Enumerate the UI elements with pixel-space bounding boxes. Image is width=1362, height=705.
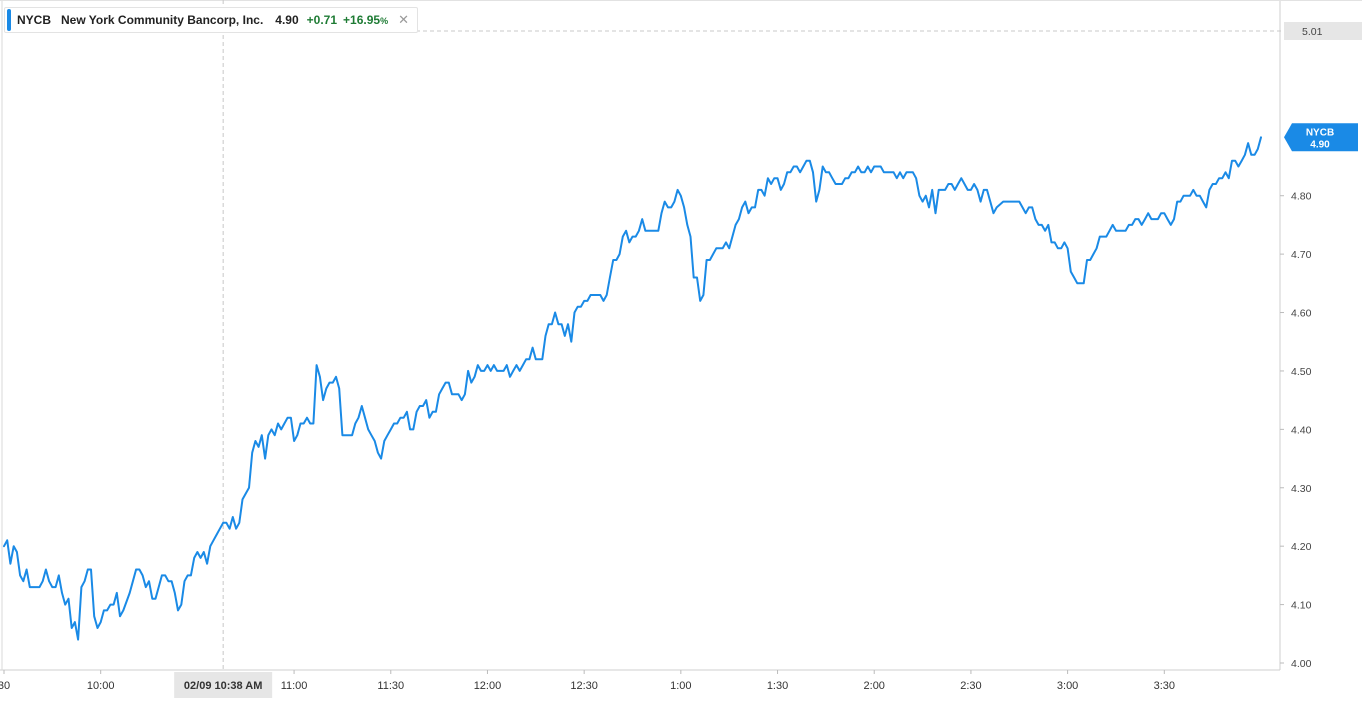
- last-price-marker-symbol: NYCB: [1306, 127, 1334, 138]
- x-tick-label: 11:00: [281, 680, 308, 692]
- symbol-legend[interactable]: NYCB New York Community Bancorp, Inc. 4.…: [4, 7, 418, 33]
- x-tick-label: 3:00: [1057, 680, 1078, 692]
- crosshair-time-bg: [174, 672, 273, 698]
- y-tick-label: 4.20: [1291, 541, 1312, 553]
- last-price-marker-bg: [1284, 123, 1358, 152]
- x-tick-label: 3:30: [1154, 680, 1175, 692]
- legend-change: +0.71: [306, 13, 338, 27]
- x-tick-label: 12:00: [474, 680, 502, 692]
- y-tick-label: 4.80: [1291, 191, 1312, 203]
- legend-change-percent: +16.95%: [343, 13, 388, 27]
- crosshair-time-label: 02/09 10:38 AM: [174, 672, 273, 698]
- x-tick-label: 2:30: [960, 680, 981, 692]
- legend-company-name: New York Community Bancorp, Inc.: [61, 13, 264, 27]
- crosshair-price-text: 5.01: [1302, 26, 1323, 38]
- x-tick-label: 12:30: [570, 680, 598, 692]
- y-tick-label: 4.60: [1291, 308, 1312, 320]
- series-layer: [3, 136, 1262, 641]
- last-price-marker-price: 4.90: [1310, 139, 1330, 150]
- x-tick-label: 10:00: [87, 680, 115, 692]
- crosshair: [222, 0, 1362, 670]
- x-tick-label: 1:30: [767, 680, 788, 692]
- legend-symbol: NYCB: [17, 13, 52, 27]
- series-color-swatch: [7, 9, 11, 31]
- last-price-marker: NYCB 4.90: [1284, 123, 1358, 152]
- x-tick-label: 11:30: [377, 680, 404, 692]
- y-tick-label: 4.50: [1291, 366, 1312, 378]
- x-tick-label: 30: [0, 680, 10, 692]
- crosshair-time-text: 02/09 10:38 AM: [184, 680, 262, 692]
- x-tick-label: 1:00: [670, 680, 691, 692]
- axes: [0, 0, 1362, 671]
- y-axis-ticks: 4.00 4.10 4.20 4.30 4.40 4.50 4.60 4.70 4.80: [1280, 191, 1312, 670]
- x-axis-ticks: 30 10:00 11:00 11:30 12:00 12:30 1:00 1:30 2:00 2…: [0, 670, 1175, 692]
- crosshair-price-bg: [1284, 22, 1362, 40]
- y-tick-label: 4.70: [1291, 249, 1312, 261]
- x-tick-label: 2:00: [864, 680, 885, 692]
- y-tick-label: 4.30: [1291, 483, 1312, 495]
- y-tick-label: 4.40: [1291, 424, 1312, 436]
- y-tick-label: 4.00: [1291, 658, 1312, 670]
- y-tick-label: 4.10: [1291, 600, 1312, 612]
- crosshair-price-label: 5.01: [1284, 22, 1362, 40]
- close-icon[interactable]: ✕: [398, 12, 409, 27]
- price-line: [3, 136, 1262, 641]
- legend-percent-sign: %: [380, 16, 389, 26]
- legend-price: 4.90: [275, 13, 299, 27]
- legend-change-percent-value: +16.95: [343, 13, 381, 27]
